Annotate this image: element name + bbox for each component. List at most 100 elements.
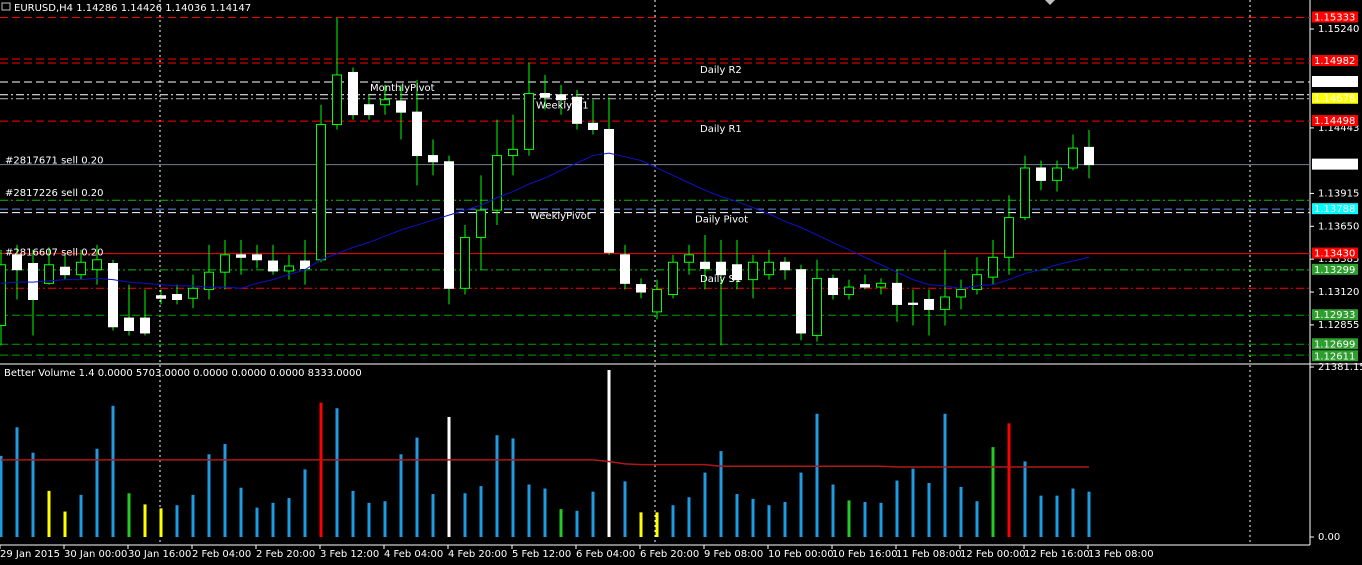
candle-body — [940, 296, 950, 310]
volume-bar — [511, 438, 515, 537]
candle-body — [380, 99, 390, 106]
candle-body — [140, 317, 150, 334]
volume-bar — [895, 480, 899, 537]
price-box-label: 1.12933 — [1314, 310, 1355, 321]
candle-body — [684, 254, 694, 263]
volume-bar — [15, 427, 19, 537]
candle-body — [812, 277, 822, 336]
volume-bar — [239, 487, 243, 537]
volume-bar — [383, 501, 387, 537]
candle-body — [124, 317, 134, 331]
volume-bar — [687, 497, 691, 537]
candle-body — [588, 122, 598, 131]
candle-body — [460, 236, 470, 289]
chart-title: EURUSD,H4 1.14286 1.14426 1.14036 1.1414… — [14, 3, 251, 14]
volume-bar — [911, 468, 915, 537]
candle-body — [524, 93, 534, 150]
volume-bar — [0, 455, 3, 537]
candle-body — [156, 295, 166, 299]
y-tick-label: 1.15240 — [1318, 24, 1359, 35]
x-tick-label: 11 Feb 08:00 — [896, 549, 962, 560]
candle-body — [972, 274, 982, 291]
volume-bar — [1087, 491, 1091, 537]
x-tick-label: 12 Feb 00:00 — [960, 549, 1026, 560]
volume-average — [1, 459, 1089, 468]
chart-icon — [1, 2, 11, 11]
price-box — [1312, 115, 1358, 127]
candle-body — [348, 71, 358, 116]
volume-bar — [751, 498, 755, 537]
volume-bar — [127, 493, 131, 537]
candle-body — [236, 254, 246, 258]
y-tick-label: 1.13915 — [1318, 188, 1359, 199]
price-box-label: 1.12699 — [1314, 339, 1355, 350]
volume-bar — [607, 370, 611, 537]
candle-body — [780, 261, 790, 271]
volume-bar — [591, 491, 595, 537]
volume-bar — [1039, 495, 1043, 537]
x-tick-label: 6 Feb 04:00 — [576, 549, 635, 560]
y-tick-label: 1.13385 — [1318, 254, 1359, 265]
candle-body — [1084, 146, 1094, 166]
candle-body — [444, 161, 454, 289]
candle-body — [508, 148, 518, 157]
candle-body — [1068, 147, 1078, 169]
candle-body — [428, 155, 438, 163]
x-tick-label: 6 Feb 20:00 — [640, 549, 699, 560]
x-tick-label: 3 Feb 12:00 — [320, 549, 379, 560]
volume-bar — [783, 502, 787, 537]
volume-bar — [223, 443, 227, 537]
candle-body — [1036, 167, 1046, 181]
x-tick-label: 4 Feb 20:00 — [448, 549, 507, 560]
candle-body — [108, 262, 118, 328]
volume-bar — [303, 469, 307, 537]
shift-marker — [1045, 0, 1055, 5]
candle-body — [1004, 217, 1014, 258]
candle-body — [220, 254, 230, 273]
price-box-label: 1.14498 — [1314, 116, 1355, 127]
volume-bar — [703, 472, 707, 537]
level-tag: MonthlyPivot — [370, 83, 435, 94]
volume-bar — [335, 408, 339, 537]
y-tick-label: 1.14443 — [1318, 123, 1359, 134]
volume-bar — [639, 512, 643, 537]
candle-body — [252, 254, 262, 261]
volume-bar — [47, 490, 51, 537]
volume-bar — [831, 484, 835, 537]
price-box-label: 1.15333 — [1314, 12, 1355, 23]
level-tag: Daily S1 — [700, 274, 741, 285]
x-tick-label: 9 Feb 08:00 — [704, 549, 763, 560]
volume-bar — [447, 416, 451, 537]
price-box — [1312, 309, 1358, 321]
volume-bar — [575, 510, 579, 537]
candle-body — [892, 282, 902, 305]
candle-body — [1020, 167, 1030, 219]
candle-body — [412, 111, 422, 157]
volume-bar — [671, 505, 675, 537]
price-box — [1312, 55, 1358, 67]
price-box — [1312, 76, 1358, 88]
candle-body — [60, 266, 70, 276]
level-tag: Daily R2 — [700, 65, 742, 76]
volume-bar — [79, 494, 83, 537]
volume-bar — [143, 504, 147, 537]
price-box — [1312, 158, 1358, 170]
candle-body — [364, 104, 374, 116]
price-box-label: 1.14982 — [1314, 56, 1355, 67]
candle-body — [620, 254, 630, 284]
candle-body — [316, 124, 326, 261]
x-tick-label: 2 Feb 04:00 — [192, 549, 251, 560]
candle-body — [300, 260, 310, 269]
y-tick-label: 1.13120 — [1318, 287, 1359, 298]
price-box — [1312, 263, 1358, 275]
level-tag: Weekly R1 — [536, 101, 589, 112]
volume-bar — [479, 486, 483, 537]
candle-body — [0, 264, 6, 327]
candle-body — [860, 284, 870, 288]
volume-bar — [255, 507, 259, 537]
x-tick-label: 10 Feb 16:00 — [832, 549, 898, 560]
x-tick-label: 30 Jan 00:00 — [64, 549, 127, 560]
price-box-label: 1.13788 — [1314, 204, 1355, 215]
candle-body — [732, 264, 742, 281]
volume-bar — [207, 454, 211, 537]
